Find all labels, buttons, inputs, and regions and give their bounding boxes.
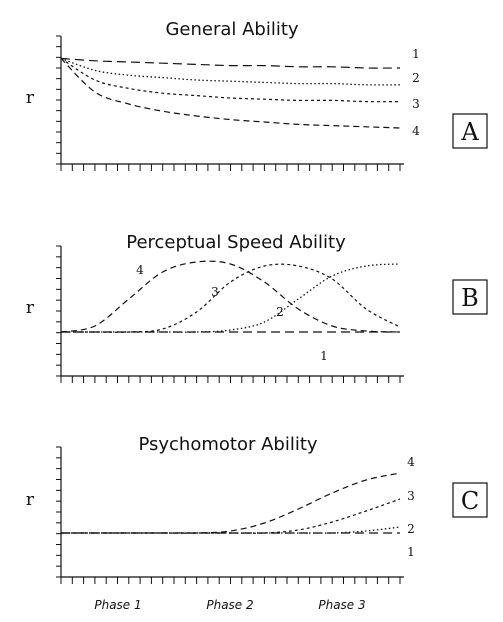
panel-b-y-axis-label: r bbox=[26, 298, 35, 318]
panel-c-series-3-label: 3 bbox=[407, 489, 415, 503]
panel-a-y-axis-label: r bbox=[26, 88, 35, 108]
panel-b-series-1-label: 1 bbox=[320, 349, 328, 363]
panel-a-title: General Ability bbox=[165, 19, 298, 40]
panel-b-letter-box: B bbox=[452, 279, 488, 315]
panel-a-series-2-label: 2 bbox=[412, 71, 420, 85]
panel-c-series-1-label: 1 bbox=[407, 545, 415, 559]
panel-a-series-4-line bbox=[60, 57, 401, 129]
panel-b-series-2-label: 2 bbox=[276, 305, 284, 319]
panel-c-title: Psychomotor Ability bbox=[138, 434, 317, 455]
panel-c-letter-box: C bbox=[452, 482, 488, 518]
panel-b-series-4-line bbox=[60, 260, 401, 333]
panel-a-series-3-line bbox=[60, 57, 401, 103]
panel-b-series-2-line bbox=[61, 263, 401, 333]
panel-b-series-3-label: 3 bbox=[211, 285, 219, 299]
panel-c-letter: C bbox=[461, 487, 479, 515]
panel-b-series-3-line bbox=[61, 263, 401, 333]
panel-c-series-2-label: 2 bbox=[407, 522, 415, 536]
panel-c-series-2-line bbox=[61, 526, 401, 534]
panel-b-title: Perceptual Speed Ability bbox=[126, 232, 346, 253]
panel-a-series-1-label: 1 bbox=[412, 47, 420, 61]
panel-a-series-4-label: 4 bbox=[412, 124, 420, 138]
panel-b-series-4-label: 4 bbox=[136, 263, 144, 277]
panel-c-y-axis-label: r bbox=[26, 490, 35, 510]
panel-c-series-4-line bbox=[61, 472, 401, 534]
panel-c: Psychomotor Ability r C Phase 1 Phase 2 … bbox=[26, 434, 488, 612]
x-tick-label-phase-3: Phase 3 bbox=[318, 598, 365, 612]
panel-a: General Ability r A 1 2 3 4 bbox=[26, 19, 488, 171]
panel-b: Perceptual Speed Ability r B 1 2 3 4 bbox=[26, 232, 488, 383]
panel-a-series-2-line bbox=[60, 57, 401, 86]
x-tick-label-phase-2: Phase 2 bbox=[206, 598, 253, 612]
panel-a-letter: A bbox=[460, 118, 479, 146]
panel-c-series-4-label: 4 bbox=[407, 455, 415, 469]
panel-b-letter: B bbox=[461, 284, 479, 312]
panel-a-letter-box: A bbox=[452, 113, 488, 149]
panel-a-series-1-line bbox=[60, 57, 401, 69]
x-tick-label-phase-1: Phase 1 bbox=[94, 598, 141, 612]
panel-a-series-3-label: 3 bbox=[412, 97, 420, 111]
panel-c-series-3-line bbox=[61, 498, 401, 534]
